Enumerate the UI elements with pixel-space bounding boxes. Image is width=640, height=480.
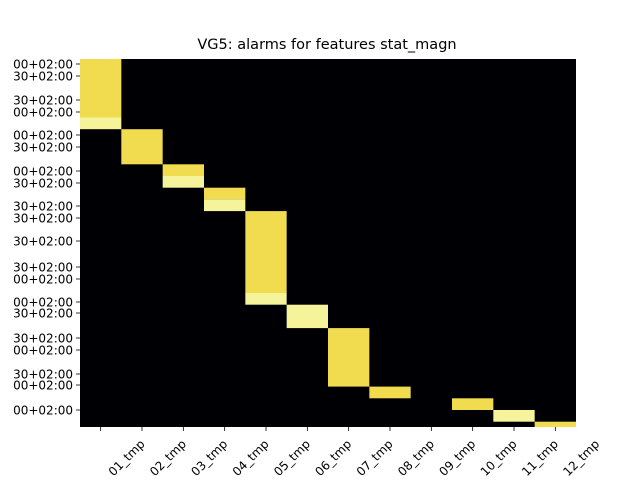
heatmap-cell-0 [80, 59, 122, 118]
y-tick-label: 00+02:00 [13, 273, 73, 287]
heatmap-cell-7 [245, 211, 287, 293]
x-tick-label: 09_tmp [436, 437, 478, 479]
y-tick-label: 30+02:00 [13, 368, 73, 382]
heatmap-cell-10 [328, 328, 370, 387]
y-tick-label: 30+02:00 [13, 177, 73, 191]
x-tick-label: 11_tmp [519, 437, 561, 479]
chart-title: VG5: alarms for features stat_magn [197, 37, 456, 53]
y-tick-label: 30+02:00 [13, 261, 73, 275]
x-tick-label: 05_tmp [271, 437, 313, 479]
plot-area [80, 59, 576, 427]
heatmap-cell-14 [534, 421, 576, 427]
x-axis: 01_tmp 02_tmp 03_tmp 04_tmp 05_tmp 06_tmp 07_t… [100, 427, 602, 479]
x-tick-label: 07_tmp [354, 437, 396, 479]
heatmap-cell-9 [286, 304, 328, 329]
heatmap-cell-6 [204, 199, 246, 212]
x-tick-label: 01_tmp [106, 437, 148, 479]
y-tick-label: 30+02:00 [13, 70, 73, 84]
y-tick-label: 00+02:00 [13, 344, 73, 358]
y-tick-label: 00+02:00 [13, 296, 73, 310]
y-tick-label: 00+02:00 [13, 129, 73, 143]
x-tick-label: 03_tmp [188, 437, 230, 479]
x-tick-label: 06_tmp [312, 437, 354, 479]
heatmap-cell-8 [245, 293, 287, 305]
y-tick-label: 30+02:00 [13, 200, 73, 214]
heatmap-cell-3 [162, 164, 204, 176]
y-tick-label: 30+02:00 [13, 94, 73, 108]
x-tick-label: 12_tmp [560, 437, 602, 479]
heatmap-cell-13 [493, 410, 535, 422]
y-tick-label: 00+02:00 [13, 165, 73, 179]
heatmap-cell-4 [162, 176, 204, 188]
heatmap-cell-12 [452, 398, 494, 410]
y-tick-label: 30+02:00 [13, 307, 73, 321]
heatmap-cell-1 [80, 117, 122, 130]
y-tick-label: 30+02:00 [13, 332, 73, 346]
y-tick-label: 00+02:00 [13, 58, 73, 72]
y-tick-label: 30+02:00 [13, 235, 73, 249]
x-tick-label: 02_tmp [147, 437, 189, 479]
y-tick-label: 30+02:00 [13, 141, 73, 155]
x-tick-label: 04_tmp [230, 437, 272, 479]
x-tick-label: 08_tmp [395, 437, 437, 479]
heatmap-cell-5 [204, 187, 246, 200]
y-tick-label: 30+02:00 [13, 212, 73, 226]
heatmap-cell-11 [369, 386, 411, 399]
heatmap-cell-2 [121, 129, 163, 165]
y-tick-label: 00+02:00 [13, 379, 73, 393]
y-tick-label: 00+02:00 [13, 106, 73, 120]
y-tick-label: 00+02:00 [13, 404, 73, 418]
y-axis: 00+02:0030+02:0030+02:0000+02:0000+02:00… [13, 58, 80, 418]
x-tick-label: 10_tmp [478, 437, 520, 479]
